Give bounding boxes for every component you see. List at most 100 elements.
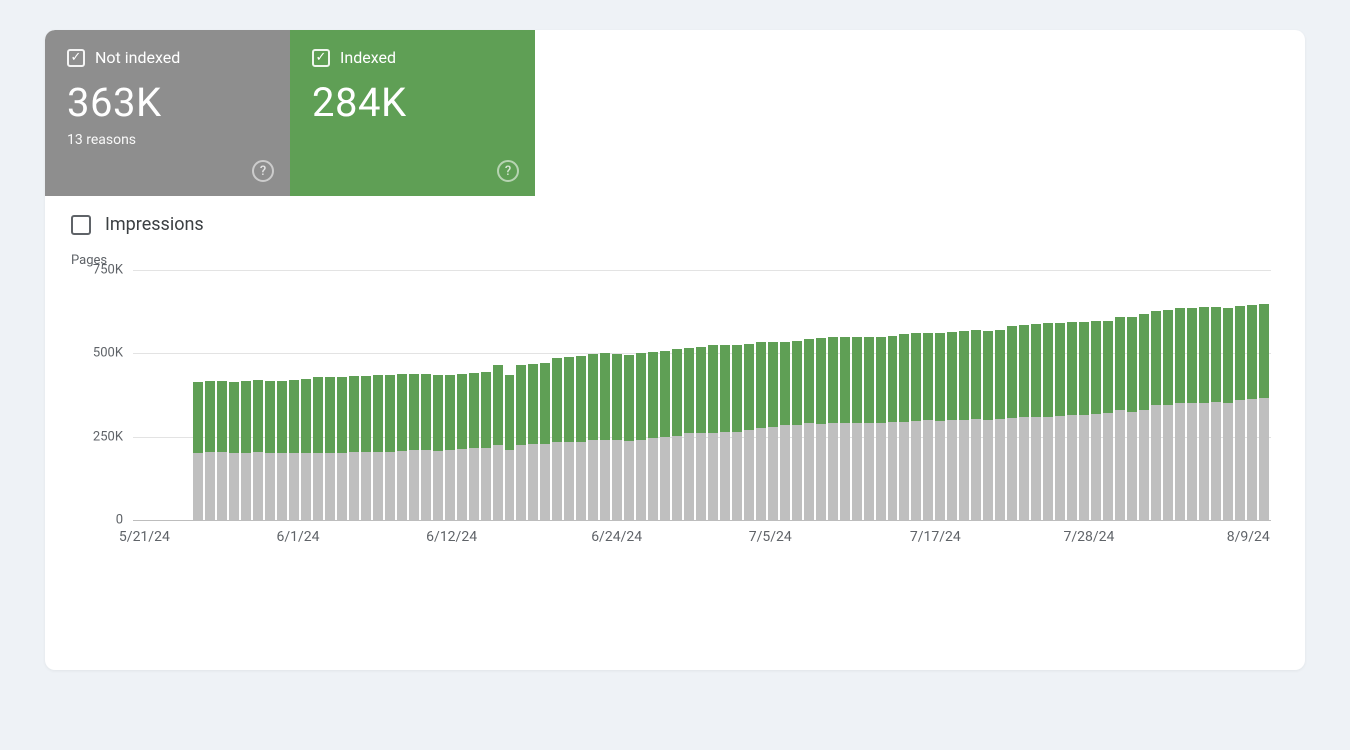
bar[interactable] [469, 270, 479, 520]
tile-indexed[interactable]: ✓ Indexed 284K ? [290, 30, 535, 196]
bar[interactable] [624, 270, 634, 520]
bar[interactable] [852, 270, 862, 520]
bar[interactable] [600, 270, 610, 520]
bar[interactable] [481, 270, 491, 520]
bar[interactable] [612, 270, 622, 520]
bar[interactable] [983, 270, 993, 520]
bar[interactable] [1259, 270, 1269, 520]
bar[interactable] [911, 270, 921, 520]
bar[interactable] [780, 270, 790, 520]
bar[interactable] [816, 270, 826, 520]
bar[interactable] [768, 270, 778, 520]
bar[interactable] [457, 270, 467, 520]
bar[interactable] [409, 270, 419, 520]
bar[interactable] [505, 270, 515, 520]
bar[interactable] [337, 270, 347, 520]
bar[interactable] [888, 270, 898, 520]
bar[interactable] [433, 270, 443, 520]
bar[interactable] [576, 270, 586, 520]
bar[interactable] [528, 270, 538, 520]
bar[interactable] [971, 270, 981, 520]
bar[interactable] [636, 270, 646, 520]
bar[interactable] [1175, 270, 1185, 520]
bar[interactable] [217, 270, 227, 520]
bar[interactable] [193, 270, 203, 520]
bar[interactable] [959, 270, 969, 520]
bar[interactable] [684, 270, 694, 520]
bar[interactable] [373, 270, 383, 520]
checkbox-checked-icon[interactable]: ✓ [67, 49, 85, 67]
bar[interactable] [828, 270, 838, 520]
bar[interactable] [648, 270, 658, 520]
bar[interactable] [361, 270, 371, 520]
bar[interactable] [289, 270, 299, 520]
bar[interactable] [1115, 270, 1125, 520]
bar[interactable] [899, 270, 909, 520]
tile-not-indexed[interactable]: ✓ Not indexed 363K 13 reasons ? [45, 30, 290, 196]
bar[interactable] [660, 270, 670, 520]
bar[interactable] [385, 270, 395, 520]
bar[interactable] [732, 270, 742, 520]
bar[interactable] [277, 270, 287, 520]
bar[interactable] [792, 270, 802, 520]
bar[interactable] [804, 270, 814, 520]
bar[interactable] [552, 270, 562, 520]
bar[interactable] [1007, 270, 1017, 520]
bar[interactable] [229, 270, 239, 520]
bar[interactable] [421, 270, 431, 520]
bar[interactable] [756, 270, 766, 520]
bar[interactable] [1163, 270, 1173, 520]
bar[interactable] [445, 270, 455, 520]
bar[interactable] [864, 270, 874, 520]
bar[interactable] [1067, 270, 1077, 520]
bar[interactable] [516, 270, 526, 520]
bar[interactable] [672, 270, 682, 520]
bar[interactable] [564, 270, 574, 520]
bar[interactable] [588, 270, 598, 520]
bar[interactable] [1187, 270, 1197, 520]
bar[interactable] [1247, 270, 1257, 520]
bar[interactable] [1235, 270, 1245, 520]
bar[interactable] [265, 270, 275, 520]
bar[interactable] [493, 270, 503, 520]
bar[interactable] [241, 270, 251, 520]
bar[interactable] [923, 270, 933, 520]
bar[interactable] [397, 270, 407, 520]
bar[interactable] [1031, 270, 1041, 520]
bar[interactable] [1103, 270, 1113, 520]
bar[interactable] [1079, 270, 1089, 520]
bar[interactable] [935, 270, 945, 520]
bar[interactable] [995, 270, 1005, 520]
bar[interactable] [1223, 270, 1233, 520]
bar[interactable] [744, 270, 754, 520]
checkbox-checked-icon[interactable]: ✓ [312, 49, 330, 67]
bar[interactable] [205, 270, 215, 520]
bar[interactable] [1151, 270, 1161, 520]
bar[interactable] [1199, 270, 1209, 520]
bar[interactable] [1211, 270, 1221, 520]
bar[interactable] [696, 270, 706, 520]
bar[interactable] [840, 270, 850, 520]
bar[interactable] [720, 270, 730, 520]
checkbox-unchecked-icon[interactable] [71, 215, 91, 235]
bar[interactable] [876, 270, 886, 520]
bar-segment-not-indexed [840, 423, 850, 520]
bar[interactable] [1091, 270, 1101, 520]
bar[interactable] [325, 270, 335, 520]
bar[interactable] [947, 270, 957, 520]
bar[interactable] [1127, 270, 1137, 520]
bar[interactable] [540, 270, 550, 520]
bar[interactable] [1139, 270, 1149, 520]
bar[interactable] [1055, 270, 1065, 520]
bar-segment-not-indexed [1127, 412, 1137, 520]
bar[interactable] [1019, 270, 1029, 520]
bar[interactable] [313, 270, 323, 520]
bar[interactable] [253, 270, 263, 520]
bar[interactable] [349, 270, 359, 520]
bar[interactable] [1043, 270, 1053, 520]
help-icon[interactable]: ? [252, 160, 274, 182]
bar[interactable] [301, 270, 311, 520]
bar[interactable] [708, 270, 718, 520]
help-icon[interactable]: ? [497, 160, 519, 182]
bar-segment-indexed [433, 375, 443, 450]
